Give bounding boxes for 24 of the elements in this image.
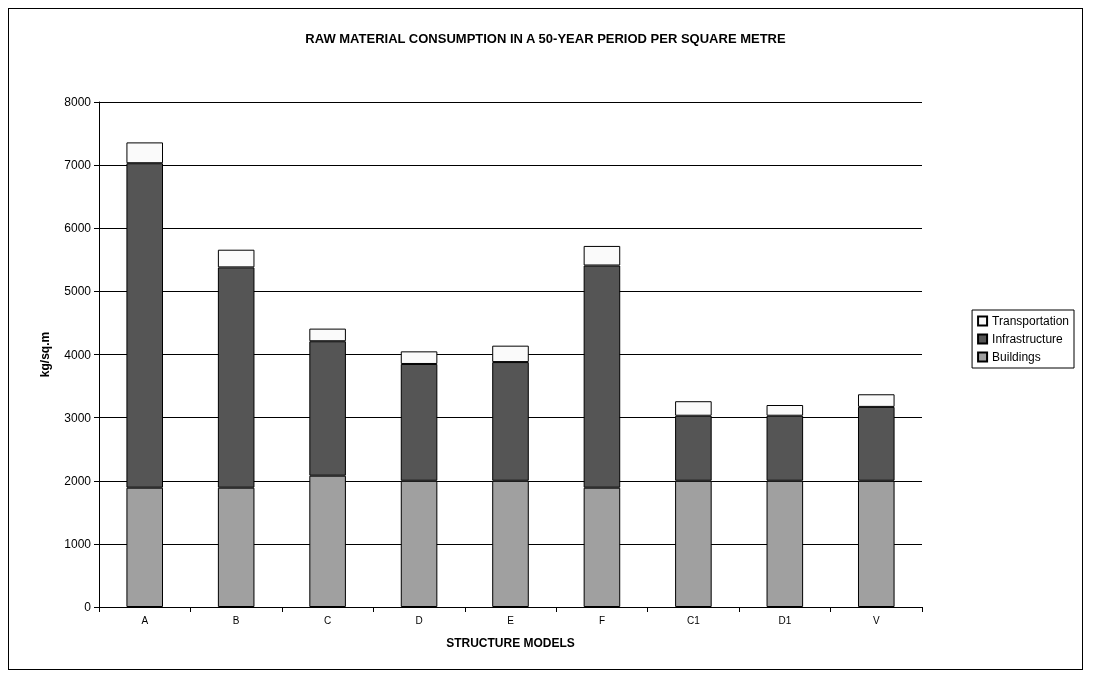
x-tick-label: C1	[686, 614, 701, 626]
x-axis-title: STRUCTURE MODELS	[446, 636, 575, 650]
x-tick-label: V	[872, 614, 880, 626]
legend-label: Transportation	[992, 314, 1070, 328]
chart-title: RAW MATERIAL CONSUMPTION IN A 50-YEAR PERIOD PER SQUARE METRE	[305, 31, 786, 46]
y-tick-label: 8000	[64, 95, 92, 109]
y-tick-label: 6000	[64, 221, 92, 236]
legend-label: Infrastructure	[992, 332, 1064, 346]
y-tick-label: 2000	[64, 473, 92, 488]
x-tick-label: F	[598, 614, 605, 626]
y-tick-label: 3000	[64, 410, 92, 425]
y-tick-label: 5000	[64, 284, 92, 299]
x-tick-label: C	[323, 614, 332, 626]
x-tick-label: E	[507, 614, 515, 626]
y-axis-title: kg/sq.m	[38, 331, 52, 378]
x-tick-label: D	[415, 614, 423, 626]
legend-label: Buildings	[992, 350, 1041, 364]
y-tick-label: 0	[84, 600, 92, 614]
x-tick-label: B	[232, 614, 240, 626]
y-tick-label: 7000	[64, 158, 92, 173]
x-tick-label: D1	[778, 614, 792, 626]
y-tick-label: 4000	[64, 347, 92, 362]
y-tick-label: 1000	[64, 536, 92, 551]
x-tick-label: A	[141, 614, 149, 626]
